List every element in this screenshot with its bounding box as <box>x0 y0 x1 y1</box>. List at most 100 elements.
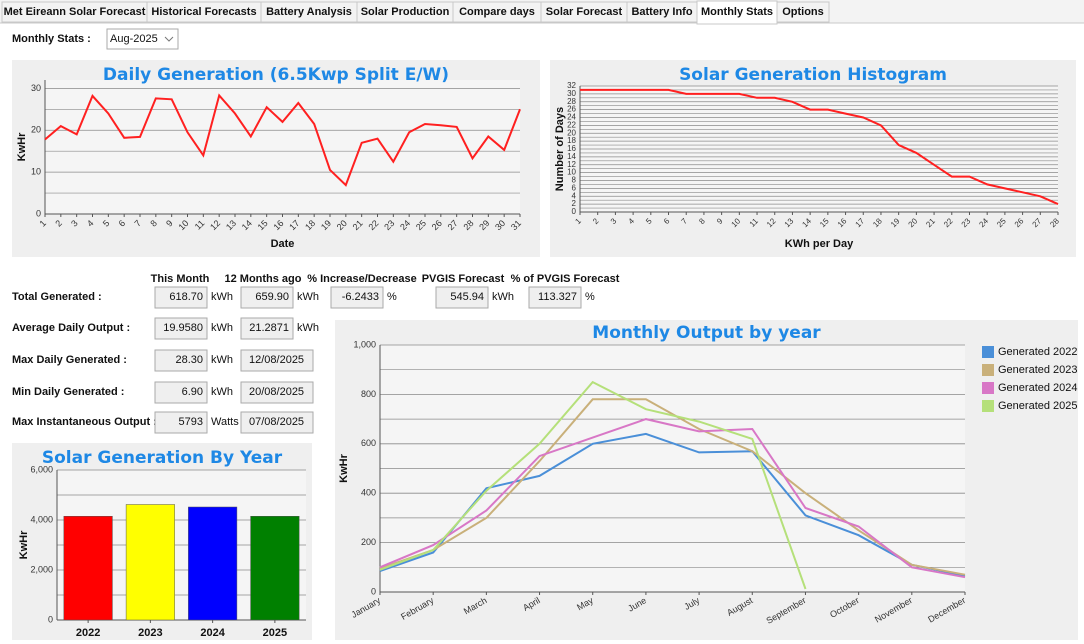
x-tick-label: 4 <box>85 218 96 229</box>
chart-title: Daily Generation (6.5Kwp Split E/W) <box>103 65 449 85</box>
series-line <box>379 432 966 577</box>
y-tick-label: 0 <box>48 614 53 624</box>
y-tick-label: 6,000 <box>30 464 53 474</box>
stats-field <box>240 317 294 340</box>
tab-label[interactable]: Options <box>782 6 824 18</box>
stats-value: 113.327 <box>538 291 577 303</box>
stats-value: -6.2433 <box>342 291 379 303</box>
x-tick-label: 9 <box>164 218 175 229</box>
stats-unit: kWh <box>492 291 514 303</box>
stats-field <box>435 286 489 309</box>
x-tick-label: 8 <box>697 216 707 226</box>
y-tick-label: 14 <box>567 152 576 161</box>
y-tick-label: 800 <box>361 389 376 399</box>
stats-field <box>154 317 208 340</box>
tab-label[interactable]: Battery Info <box>631 6 692 18</box>
stats-field <box>330 286 384 309</box>
stats-row-label: Max Daily Generated : <box>12 354 127 366</box>
x-tick-label: 2023 <box>138 627 162 639</box>
tab-label[interactable]: Solar Production <box>361 6 450 18</box>
stats-value: 545.94 <box>450 291 484 303</box>
legend-swatch <box>982 364 994 376</box>
tab-label[interactable]: Compare days <box>459 6 535 18</box>
stats-value: 6.90 <box>182 386 203 398</box>
x-tick-label: 2025 <box>263 627 287 639</box>
stats-header: 12 Months ago <box>224 273 301 285</box>
y-tick-label: 20 <box>567 128 576 137</box>
y-tick-label: 1,000 <box>353 339 376 349</box>
tab[interactable] <box>776 1 830 23</box>
stats-value: 5793 <box>179 416 203 428</box>
x-tick-label: 8 <box>148 218 159 229</box>
y-tick-label: 16 <box>567 144 576 153</box>
stats-unit: kWh <box>211 354 233 366</box>
y-tick-label: 4 <box>572 191 577 200</box>
x-tick-label: 2 <box>591 216 601 226</box>
stats-value: 659.90 <box>255 291 289 303</box>
y-tick-label: 24 <box>567 113 576 122</box>
tab-label[interactable]: Historical Forecasts <box>151 6 256 18</box>
stats-value: 20/08/2025 <box>249 386 304 398</box>
stats-value: 12/08/2025 <box>249 354 304 366</box>
y-tick-label: 32 <box>567 81 576 90</box>
selector-value[interactable]: Aug-2025 <box>110 33 158 45</box>
x-tick-label: 1 <box>573 216 583 226</box>
stats-value: 19.9580 <box>163 322 203 334</box>
stats-value: 21.2871 <box>249 322 289 334</box>
x-tick-label: 7 <box>132 218 143 229</box>
x-tick-label: 3 <box>609 216 619 226</box>
stats-value: 28.30 <box>175 354 203 366</box>
y-tick-label: 28 <box>567 97 576 106</box>
chart-title: Solar Generation Histogram <box>679 65 947 85</box>
tab-label[interactable]: Solar Forecast <box>546 6 623 18</box>
stats-field <box>240 286 294 309</box>
stats-header: PVGIS Forecast <box>422 273 505 285</box>
y-tick-label: 8 <box>572 176 577 185</box>
plot-area <box>45 80 520 214</box>
legend-label: Generated 2024 <box>998 382 1078 394</box>
y-tick-label: 30 <box>31 83 41 93</box>
y-tick-label: 200 <box>361 537 376 547</box>
x-tick-label: 5 <box>101 218 112 229</box>
stats-field <box>154 286 208 309</box>
selector-arrow[interactable] <box>164 36 174 42</box>
y-tick-label: 6 <box>572 183 577 192</box>
stats-unit: kWh <box>211 322 233 334</box>
series-line <box>379 398 966 576</box>
y-tick-label: 12 <box>567 160 576 169</box>
selector-box[interactable] <box>106 28 179 50</box>
y-tick-label: 10 <box>31 167 41 177</box>
stats-row-label: Average Daily Output : <box>12 322 130 334</box>
y-tick-label: 600 <box>361 438 376 448</box>
x-axis-label: KWh per Day <box>785 238 854 250</box>
x-tick-label: 6 <box>662 216 672 226</box>
x-tick-label: 3 <box>69 218 80 229</box>
legend-label: Generated 2023 <box>998 364 1078 376</box>
y-tick-label: 10 <box>567 168 576 177</box>
legend-swatch <box>982 382 994 394</box>
stats-header: This Month <box>151 273 210 285</box>
stats-field <box>240 349 314 372</box>
y-tick-label: 0 <box>371 586 376 596</box>
legend-label: Generated 2025 <box>998 400 1078 412</box>
stats-field <box>154 411 208 434</box>
y-tick-label: 2,000 <box>30 564 53 574</box>
tab-label[interactable]: Battery Analysis <box>266 6 352 18</box>
tab-label[interactable]: Met Eireann Solar Forecast <box>4 6 146 18</box>
stats-field <box>240 381 314 404</box>
series-line <box>580 88 1059 206</box>
x-tick-label: 1 <box>37 218 48 229</box>
stats-unit: kWh <box>211 386 233 398</box>
x-tick-label: 5 <box>644 216 654 226</box>
y-tick-label: 400 <box>361 488 376 498</box>
bar <box>250 516 300 621</box>
stats-row-label: Min Daily Generated : <box>12 386 124 398</box>
y-tick-label: 30 <box>567 89 576 98</box>
y-axis-label: Number of Days <box>554 107 566 191</box>
y-tick-label: 2 <box>572 199 577 208</box>
bar <box>188 506 238 621</box>
y-axis-label: KwHr <box>16 132 28 161</box>
tab-label[interactable]: Monthly Stats <box>701 6 773 18</box>
x-tick-label: 2022 <box>76 627 100 639</box>
